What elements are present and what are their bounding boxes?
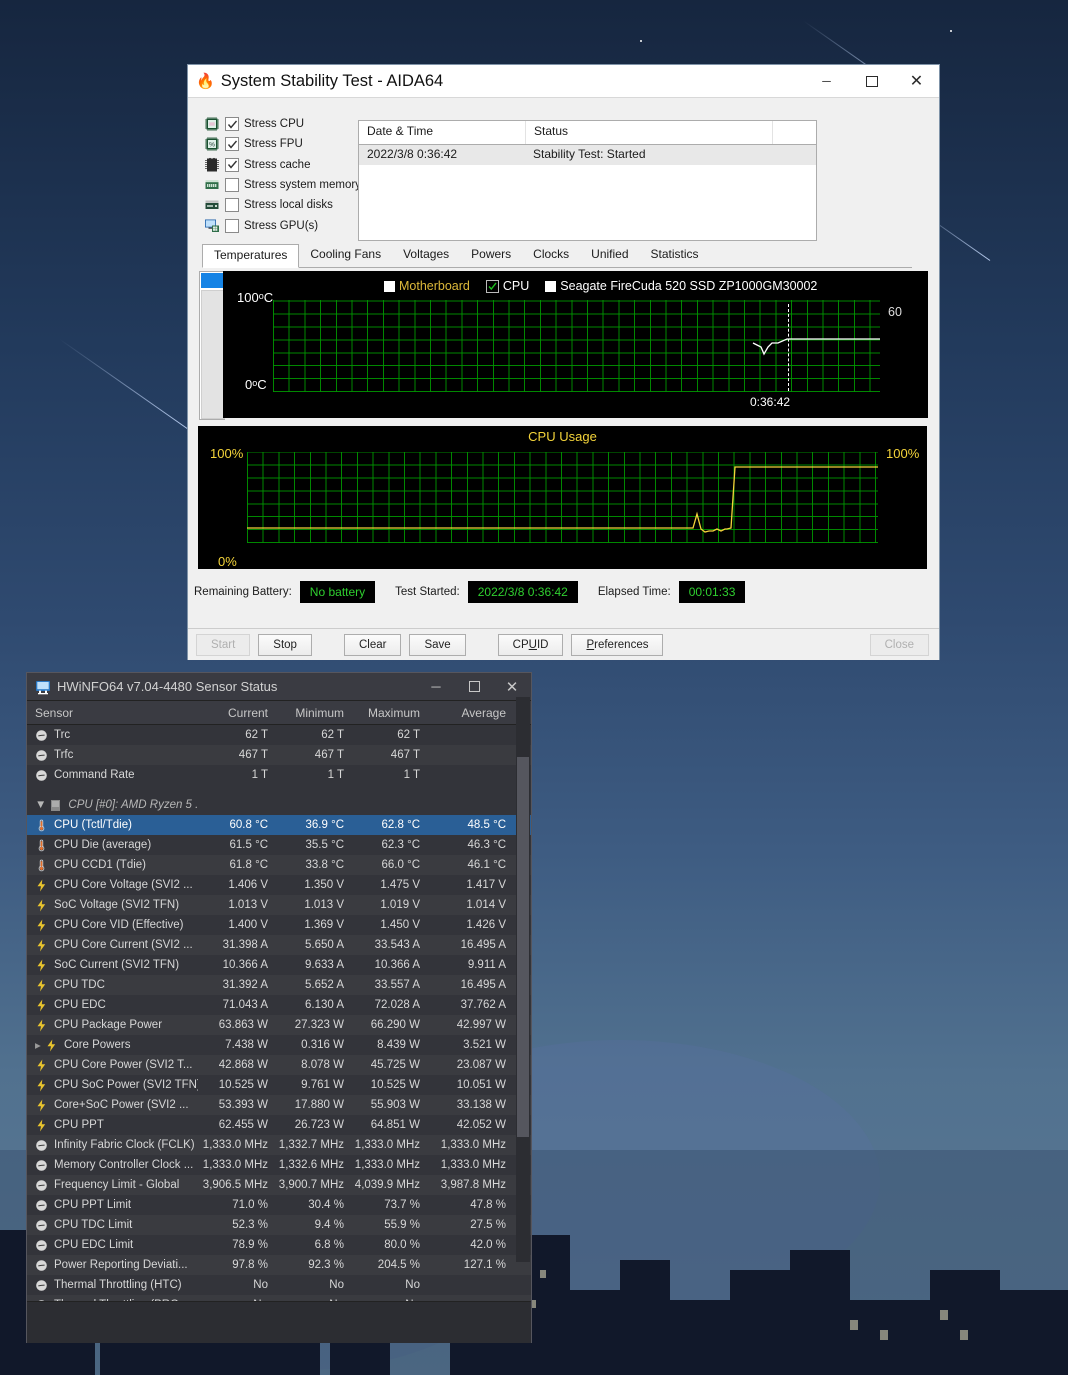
svg-text:%: % xyxy=(209,142,215,149)
